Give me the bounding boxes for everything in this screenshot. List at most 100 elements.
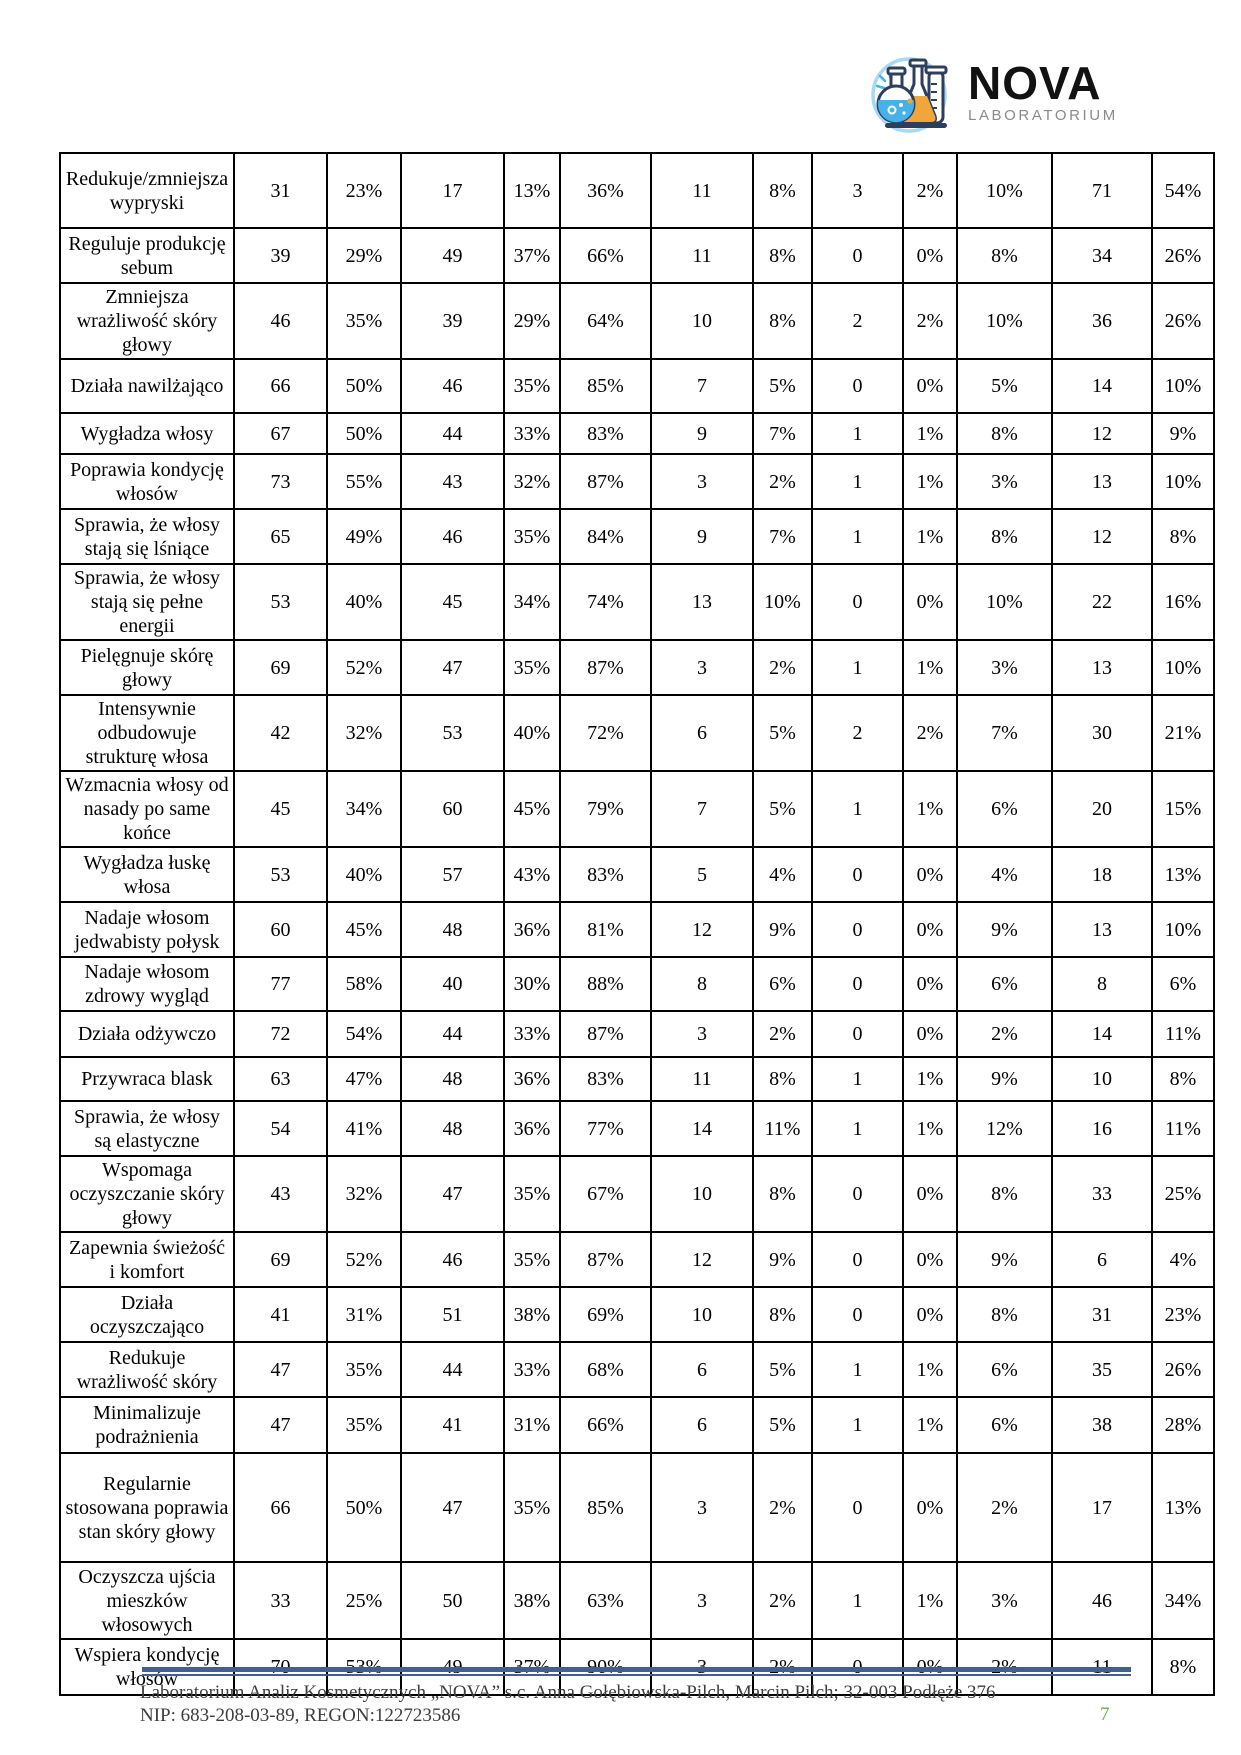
summary-cell: 10% xyxy=(956,282,1053,360)
summary-cell: 10% xyxy=(1151,901,1215,958)
value-cell: 3 xyxy=(650,1010,754,1058)
value-cell: 72 xyxy=(233,1010,328,1058)
summary-cell: 8% xyxy=(1151,1638,1215,1696)
value-cell: 46 xyxy=(233,282,328,360)
value-cell: 67 xyxy=(233,412,328,455)
value-cell: 41 xyxy=(233,1286,328,1343)
brand-name: NOVA xyxy=(968,57,1102,109)
value-cell: 1 xyxy=(811,1396,904,1454)
highlighted-value: 66% xyxy=(580,1412,631,1438)
highlighted-value: 72% xyxy=(580,720,631,746)
value-cell: 3 xyxy=(650,639,754,696)
summary-cell: 3% xyxy=(956,1561,1053,1640)
summary-cell: 23% xyxy=(1151,1286,1215,1343)
value-cell: 0% xyxy=(902,1452,958,1563)
value-cell: 16 xyxy=(1051,1100,1153,1157)
value-cell: 11 xyxy=(650,227,754,284)
row-label: Wygładza włosy xyxy=(59,412,235,455)
summary-cell: 72% xyxy=(559,694,652,772)
highlighted-value: 6% xyxy=(984,971,1025,997)
highlighted-value: 28% xyxy=(1157,1412,1209,1438)
value-cell: 52% xyxy=(326,639,402,696)
value-cell: 34 xyxy=(1051,227,1153,284)
table-row: Redukuje wrażliwość skóry 47 35% 44 33% 68% 6 5… xyxy=(59,1341,1215,1398)
value-cell: 18 xyxy=(1051,846,1153,903)
value-cell: 12 xyxy=(650,901,754,958)
row-label: Reguluje produkcję sebum xyxy=(59,227,235,284)
summary-cell: 15% xyxy=(1151,770,1215,848)
highlighted-value: 9% xyxy=(1162,420,1204,447)
value-cell: 35 xyxy=(1051,1341,1153,1398)
value-cell: 0% xyxy=(902,563,958,641)
value-cell: 0% xyxy=(902,1155,958,1233)
summary-cell: 68% xyxy=(559,1341,652,1398)
value-cell: 77 xyxy=(233,956,328,1012)
value-cell: 36% xyxy=(503,1056,561,1102)
value-cell: 1% xyxy=(902,508,958,565)
value-cell: 2% xyxy=(752,1010,813,1058)
table-row: Sprawia, że włosy stają się pełne energi… xyxy=(59,563,1215,641)
value-cell: 7% xyxy=(752,508,813,565)
highlighted-value: 87% xyxy=(580,468,631,495)
value-cell: 3 xyxy=(650,1561,754,1640)
value-cell: 2% xyxy=(902,694,958,772)
value-cell: 1% xyxy=(902,1396,958,1454)
value-cell: 2% xyxy=(752,453,813,510)
value-cell: 35% xyxy=(503,1452,561,1563)
table-row: Przywraca blask 63 47% 48 36% 83% 11 8% 1 1% 9% 10 8… xyxy=(59,1056,1215,1102)
highlighted-value: 8% xyxy=(984,1301,1025,1328)
highlighted-value: 77% xyxy=(580,1115,631,1142)
value-cell: 0 xyxy=(811,846,904,903)
value-cell: 5% xyxy=(752,770,813,848)
summary-cell: 77% xyxy=(559,1100,652,1157)
highlighted-value: 83% xyxy=(580,1066,631,1092)
highlighted-value: 81% xyxy=(580,916,631,943)
value-cell: 53 xyxy=(233,846,328,903)
value-cell: 1% xyxy=(902,412,958,455)
value-cell: 1% xyxy=(902,1056,958,1102)
value-cell: 5% xyxy=(752,694,813,772)
summary-cell: 11% xyxy=(1151,1010,1215,1058)
table-row: Wygładza łuskę włosa 53 40% 57 43% 83% 5 4% 0 0% 4… xyxy=(59,846,1215,903)
value-cell: 1% xyxy=(902,1341,958,1398)
value-cell: 36% xyxy=(503,901,561,958)
summary-cell: 67% xyxy=(559,1155,652,1233)
row-label: Regularnie stosowana poprawia stan skóry… xyxy=(59,1452,235,1563)
value-cell: 47 xyxy=(233,1396,328,1454)
row-label: Działa nawilżająco xyxy=(59,358,235,414)
value-cell: 14 xyxy=(1051,1010,1153,1058)
value-cell: 25% xyxy=(326,1561,402,1640)
highlighted-value: 26% xyxy=(1157,242,1209,269)
value-cell: 6% xyxy=(752,956,813,1012)
value-cell: 2 xyxy=(811,694,904,772)
value-cell: 30% xyxy=(503,956,561,1012)
row-label: Oczyszcza ujścia mieszków włosowych xyxy=(59,1561,235,1640)
summary-cell: 25% xyxy=(1151,1155,1215,1233)
value-cell: 11% xyxy=(752,1100,813,1157)
row-label: Wspiera kondycję włosów xyxy=(59,1638,235,1696)
row-label: Nadaje włosom jedwabisty połysk xyxy=(59,901,235,958)
summary-cell: 64% xyxy=(559,282,652,360)
value-cell: 38% xyxy=(503,1286,561,1343)
summary-cell: 66% xyxy=(559,227,652,284)
highlighted-value: 9% xyxy=(984,916,1025,943)
value-cell: 51 xyxy=(400,1286,505,1343)
value-cell: 0 xyxy=(811,956,904,1012)
value-cell: 31 xyxy=(233,152,328,229)
summary-cell: 8% xyxy=(956,227,1053,284)
value-cell: 48 xyxy=(400,1100,505,1157)
results-table: Redukuje/zmniejsza wypryski 31 23% 17 13% 36%… xyxy=(59,152,1215,1696)
value-cell: 33 xyxy=(233,1561,328,1640)
value-cell: 3 xyxy=(650,1452,754,1563)
value-cell: 1 xyxy=(811,639,904,696)
value-cell: 30 xyxy=(1051,694,1153,772)
highlighted-value: 69% xyxy=(580,1301,631,1328)
highlighted-value: 83% xyxy=(580,861,631,888)
row-label: Redukuje wrażliwość skóry xyxy=(59,1341,235,1398)
value-cell: 47 xyxy=(400,639,505,696)
value-cell: 17 xyxy=(1051,1452,1153,1563)
summary-cell: 13% xyxy=(1151,1452,1215,1563)
highlighted-value: 9% xyxy=(984,1246,1025,1273)
value-cell: 0 xyxy=(811,1231,904,1288)
logo-text: NOVA LABORATORIUM xyxy=(968,57,1118,124)
